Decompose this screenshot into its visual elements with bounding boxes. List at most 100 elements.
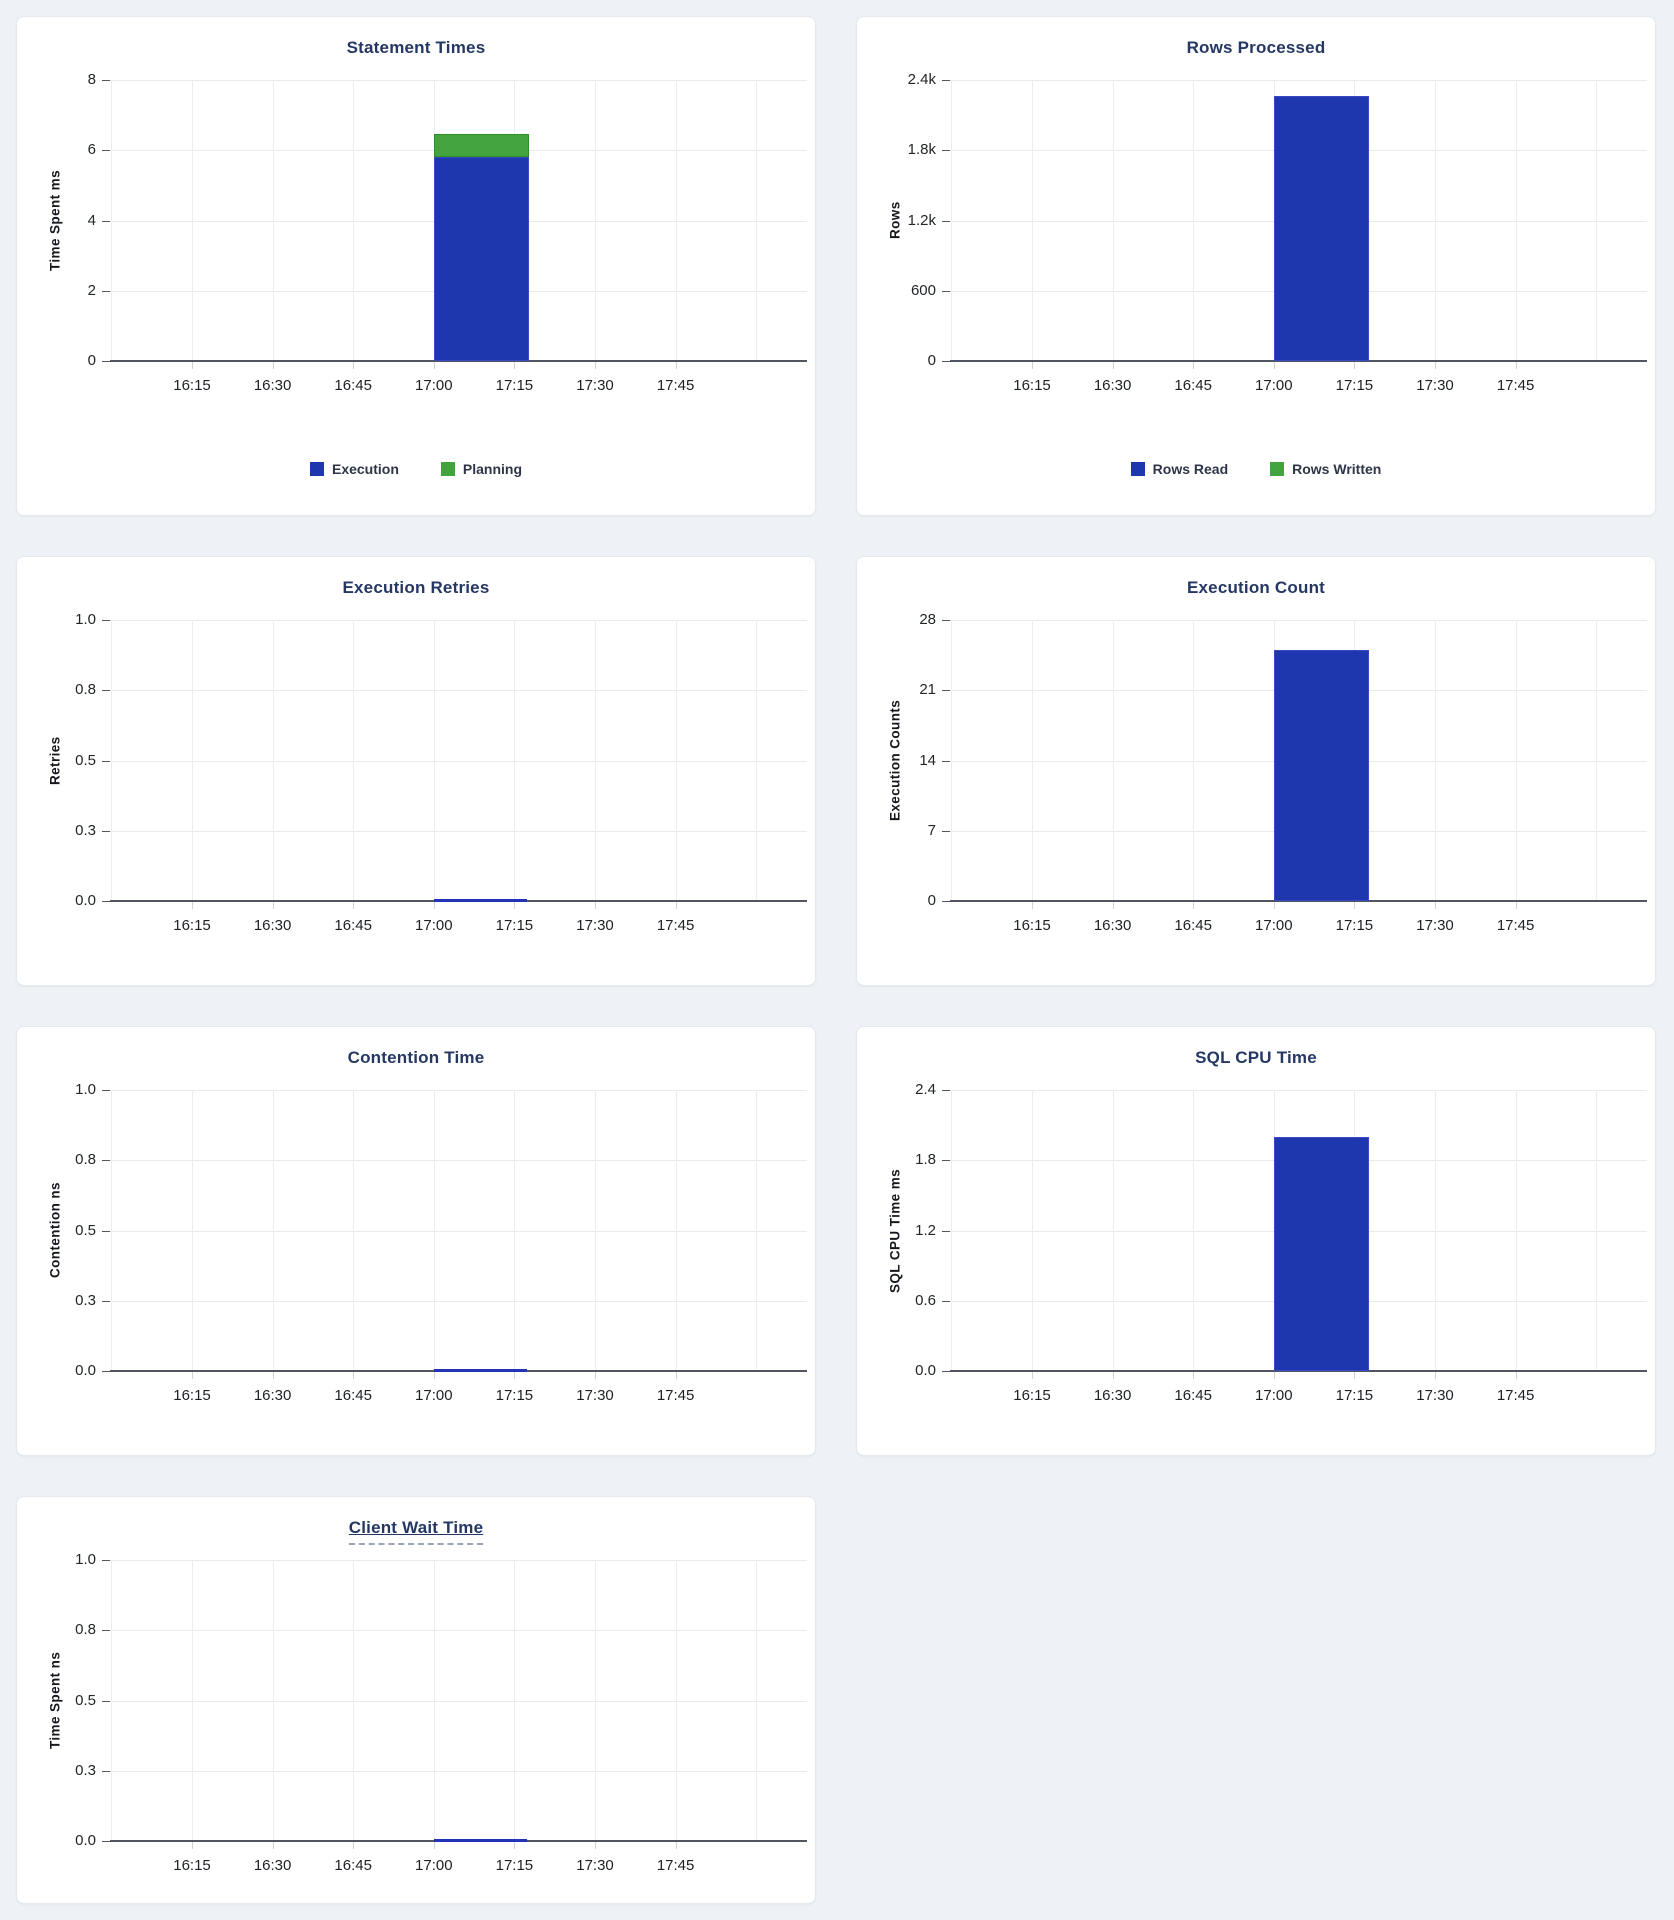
chart-legend: Rows Read Rows Written (857, 461, 1655, 477)
chart-title-tooltip-text[interactable]: Client Wait Time (348, 1518, 484, 1545)
x-tick-mark (514, 362, 516, 369)
gridline-vertical (951, 1090, 953, 1371)
gridline-vertical (951, 620, 953, 901)
x-tick-label: 17:30 (1416, 917, 1454, 934)
legend-item-rows-read[interactable]: Rows Read (1130, 461, 1228, 477)
x-tick-label: 16:45 (334, 1387, 372, 1404)
x-tick-label: 16:15 (173, 1857, 211, 1874)
legend-swatch (1130, 462, 1145, 476)
gridline-horizontal (110, 1560, 807, 1561)
x-tick-mark (1193, 362, 1195, 369)
y-tick-label: 0.8 (75, 681, 96, 699)
x-tick-mark (1515, 902, 1517, 909)
bar-execution[interactable] (433, 157, 529, 361)
gridline-horizontal (110, 620, 807, 621)
x-tick-mark (353, 1842, 355, 1849)
gridline-vertical (1596, 80, 1598, 361)
x-tick-mark (675, 1372, 677, 1379)
plot-area[interactable]: 1.0 0.8 0.5 0.3 0.0 16:15 16:30 16:45 17:00 17:15… (75, 1081, 807, 1404)
zero-value-line[interactable] (433, 1839, 527, 1842)
x-tick-mark (1112, 1372, 1114, 1379)
x-tick-label: 17:30 (576, 377, 614, 394)
bar-rows-read[interactable] (1273, 96, 1369, 361)
x-tick-label: 17:30 (1416, 1387, 1454, 1404)
legend-item-rows-written[interactable]: Rows Written (1270, 461, 1381, 477)
gridline-vertical (756, 1090, 758, 1371)
y-tick-mark (942, 80, 950, 81)
x-tick-label: 17:15 (1335, 1387, 1374, 1404)
gridline-horizontal (110, 1770, 807, 1772)
gridline-horizontal (110, 80, 807, 81)
bar-execution-count[interactable] (1273, 650, 1369, 901)
y-tick-label: 0.0 (75, 1832, 96, 1849)
chart-title: Client Wait Time (17, 1518, 815, 1545)
legend-swatch (309, 462, 324, 476)
x-tick-label: 17:30 (1416, 377, 1454, 394)
plot-area[interactable]: 28 21 14 7 0 16:15 16:30 16:45 17:00 17:15 17:30 17… (919, 611, 1647, 934)
x-tick-label: 17:00 (1255, 377, 1293, 394)
x-tick-mark (1515, 362, 1517, 369)
y-tick-label: 2 (87, 281, 96, 299)
y-tick-label: 21 (919, 681, 936, 699)
legend-item-execution[interactable]: Execution (309, 461, 399, 477)
gridline-vertical (1112, 1090, 1114, 1371)
y-tick-mark (102, 1090, 110, 1091)
x-tick-label: 16:15 (1013, 917, 1051, 934)
x-tick-label: 16:30 (253, 377, 292, 394)
gridline-vertical (1193, 1090, 1195, 1371)
y-tick-label: 0.8 (75, 1151, 96, 1169)
x-tick-mark (1032, 902, 1033, 909)
bar-planning[interactable] (433, 134, 529, 158)
x-tick-mark (353, 902, 355, 909)
gridline-vertical (1515, 80, 1517, 361)
plot-area[interactable]: 8 6 4 2 0 16:15 16:30 16:45 17:00 17:15 17:30 17:45 (88, 71, 807, 394)
gridline-vertical (111, 80, 113, 361)
y-tick-mark (102, 620, 110, 621)
legend-label: Rows Written (1292, 461, 1382, 477)
gridline-vertical (675, 1090, 677, 1371)
x-tick-mark (675, 362, 677, 369)
x-tick-mark (595, 1372, 596, 1379)
x-tick-mark (595, 362, 596, 369)
gridline-vertical (675, 80, 677, 361)
x-tick-mark (514, 1842, 516, 1849)
y-tick-label: 2.4k (907, 71, 936, 88)
x-tick-label: 16:45 (334, 917, 372, 934)
y-tick-mark (102, 1770, 110, 1772)
y-tick-label: 2.4 (915, 1081, 936, 1098)
y-tick-mark (942, 760, 950, 762)
y-tick-label: 1.0 (75, 611, 96, 628)
y-tick-label: 0.0 (915, 1362, 936, 1379)
zero-value-line[interactable] (433, 1369, 527, 1372)
gridline-horizontal (110, 1230, 807, 1232)
legend-item-planning[interactable]: Planning (440, 461, 522, 477)
y-tick-label: 0.3 (75, 821, 96, 839)
x-tick-label: 17:45 (656, 1387, 695, 1404)
gridline-vertical (675, 1560, 677, 1841)
y-tick-label: 0.5 (75, 751, 96, 769)
plot-area[interactable]: 1.0 0.8 0.5 0.3 0.0 16:15 16:30 16:45 17:00 17:15… (75, 611, 807, 934)
plot-area[interactable]: 2.4k 1.8k 1.2k 600 0 16:15 16:30 16:45 17:00 17:1… (908, 71, 1647, 394)
gridline-vertical (595, 80, 596, 361)
gridline-vertical (1515, 1090, 1517, 1371)
y-tick-label: 0 (927, 352, 936, 369)
zero-value-line[interactable] (433, 899, 527, 902)
x-tick-label: 16:30 (253, 1857, 292, 1874)
plot-area[interactable]: 1.0 0.8 0.5 0.3 0.0 16:15 16:30 16:45 17:00 17:15… (75, 1551, 807, 1874)
bar-sql-cpu-time[interactable] (1273, 1136, 1369, 1371)
y-tick-mark (102, 1630, 110, 1632)
x-tick-mark (514, 1372, 516, 1379)
gridline-vertical (514, 620, 516, 901)
x-tick-mark (1273, 902, 1275, 909)
x-tick-mark (1112, 362, 1114, 369)
gridline-vertical (514, 1090, 516, 1371)
gridline-vertical (353, 1560, 355, 1841)
x-tick-label: 17:15 (495, 377, 534, 394)
x-tick-mark (675, 902, 677, 909)
gridline-vertical (595, 620, 596, 901)
x-tick-mark (1193, 902, 1195, 909)
gridline-horizontal (110, 1700, 807, 1702)
plot-area[interactable]: 2.4 1.8 1.2 0.6 0.0 16:15 16:30 16:45 17:00 17:15… (915, 1081, 1647, 1404)
y-tick-mark (942, 901, 950, 902)
